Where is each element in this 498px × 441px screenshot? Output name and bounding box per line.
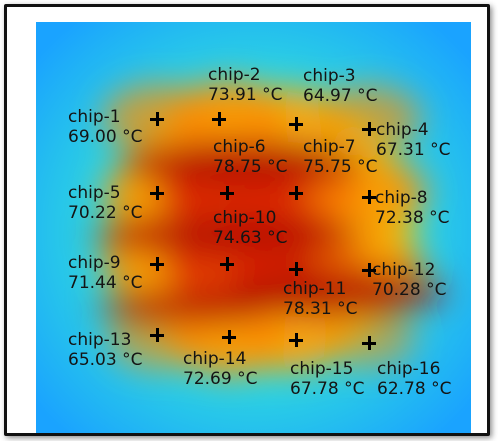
hot-band-2 [226, 266, 446, 318]
chip-label-chip-7: chip-7 75.75 °C [303, 137, 378, 177]
heatmap-svg [36, 22, 471, 433]
chip-16-marker [362, 336, 376, 350]
chip-6-marker [220, 186, 234, 200]
hot-band-1 [122, 140, 362, 188]
chip-2-marker [212, 112, 226, 126]
chip-label-chip-6: chip-6 78.75 °C [213, 137, 288, 177]
chip-label-chip-16: chip-16 62.78 °C [377, 359, 452, 399]
chip-label-chip-15: chip-15 67.78 °C [290, 359, 365, 399]
chip-label-chip-14: chip-14 72.69 °C [183, 349, 258, 389]
chip-10-marker [220, 257, 234, 271]
chip-label-chip-13: chip-13 65.03 °C [68, 330, 143, 370]
chip-label-chip-12: chip-12 70.28 °C [372, 260, 447, 300]
chip-8-marker [362, 190, 376, 204]
chip-label-chip-11: chip-11 78.31 °C [283, 279, 358, 319]
chip-label-chip-4: chip-4 67.31 °C [376, 120, 451, 160]
heat-blob-chip-2 [167, 80, 287, 158]
heat-blob-chip-4 [317, 85, 421, 153]
hot-band-4 [96, 289, 276, 325]
chip-label-chip-10: chip-10 74.63 °C [213, 208, 288, 248]
chip-11-marker [289, 262, 303, 276]
chip-15-marker [289, 333, 303, 347]
chip-label-chip-5: chip-5 70.22 °C [68, 183, 143, 223]
chip-label-chip-3: chip-3 64.97 °C [303, 66, 378, 106]
chip-12-marker [362, 263, 376, 277]
chip-label-chip-2: chip-2 73.91 °C [208, 65, 283, 105]
chip-label-chip-8: chip-8 72.38 °C [375, 188, 450, 228]
chip-14-marker [222, 330, 236, 344]
chip-4-marker [362, 122, 376, 136]
chart-frame: chip-1 69.00 °C chip-2 73.91 °C chip-3 6… [4, 4, 490, 436]
chip-13-marker [150, 328, 164, 342]
chip-3-marker [289, 117, 303, 131]
hot-band-3 [91, 213, 361, 257]
heat-field [91, 80, 446, 376]
chip-label-chip-1: chip-1 69.00 °C [68, 107, 143, 147]
chip-5-marker [150, 186, 164, 200]
chip-9-marker [150, 257, 164, 271]
chip-label-chip-9: chip-9 71.44 °C [68, 253, 143, 293]
chip-7-marker [289, 186, 303, 200]
chip-1-marker [150, 112, 164, 126]
heatmap-plot [36, 22, 471, 433]
